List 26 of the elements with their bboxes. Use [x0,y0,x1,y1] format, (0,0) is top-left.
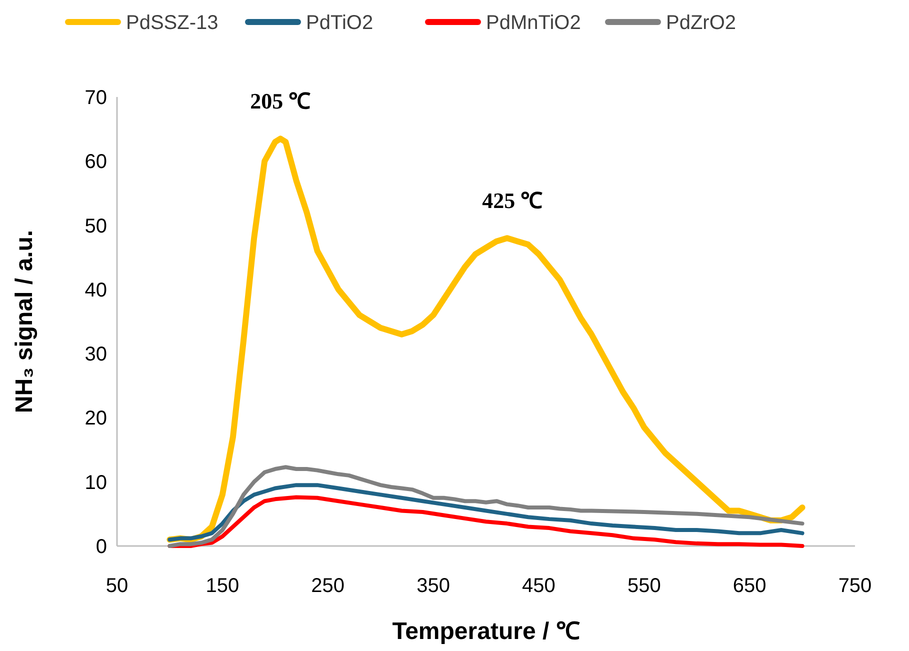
x-axis-title: Temperature / ℃ [392,618,580,645]
annotation: 425 ℃ [482,188,543,214]
x-tick-label: 50 [106,575,128,597]
y-tick-label: 50 [84,215,107,238]
legend-label: PdZrO2 [666,12,736,34]
y-axis-title: NH₃ signal / a.u. [11,230,38,414]
y-tick-label: 40 [84,279,107,302]
y-tick-label: 30 [84,344,107,366]
x-tick-label: 550 [627,575,661,597]
line-series [168,483,804,542]
legend-label: PdTiO2 [306,12,374,34]
line-series [168,465,804,548]
legend-label: PdSSZ-13 [126,12,218,34]
y-tick-label: 20 [84,408,107,430]
y-tick-label: 60 [84,151,107,174]
y-tick-label: 70 [84,87,107,109]
x-tick-label: 450 [522,575,556,597]
y-tick-label: 0 [96,536,107,558]
x-tick-label: 350 [416,575,450,597]
x-tick-label: 750 [838,575,872,597]
x-tick-label: 250 [311,575,345,597]
x-tick-label: 150 [206,575,240,597]
x-tick-label: 650 [732,575,766,597]
y-tick-label: 10 [84,472,107,494]
annotation: 205 ℃ [250,88,311,114]
legend-label: PdMnTiO2 [486,12,581,34]
